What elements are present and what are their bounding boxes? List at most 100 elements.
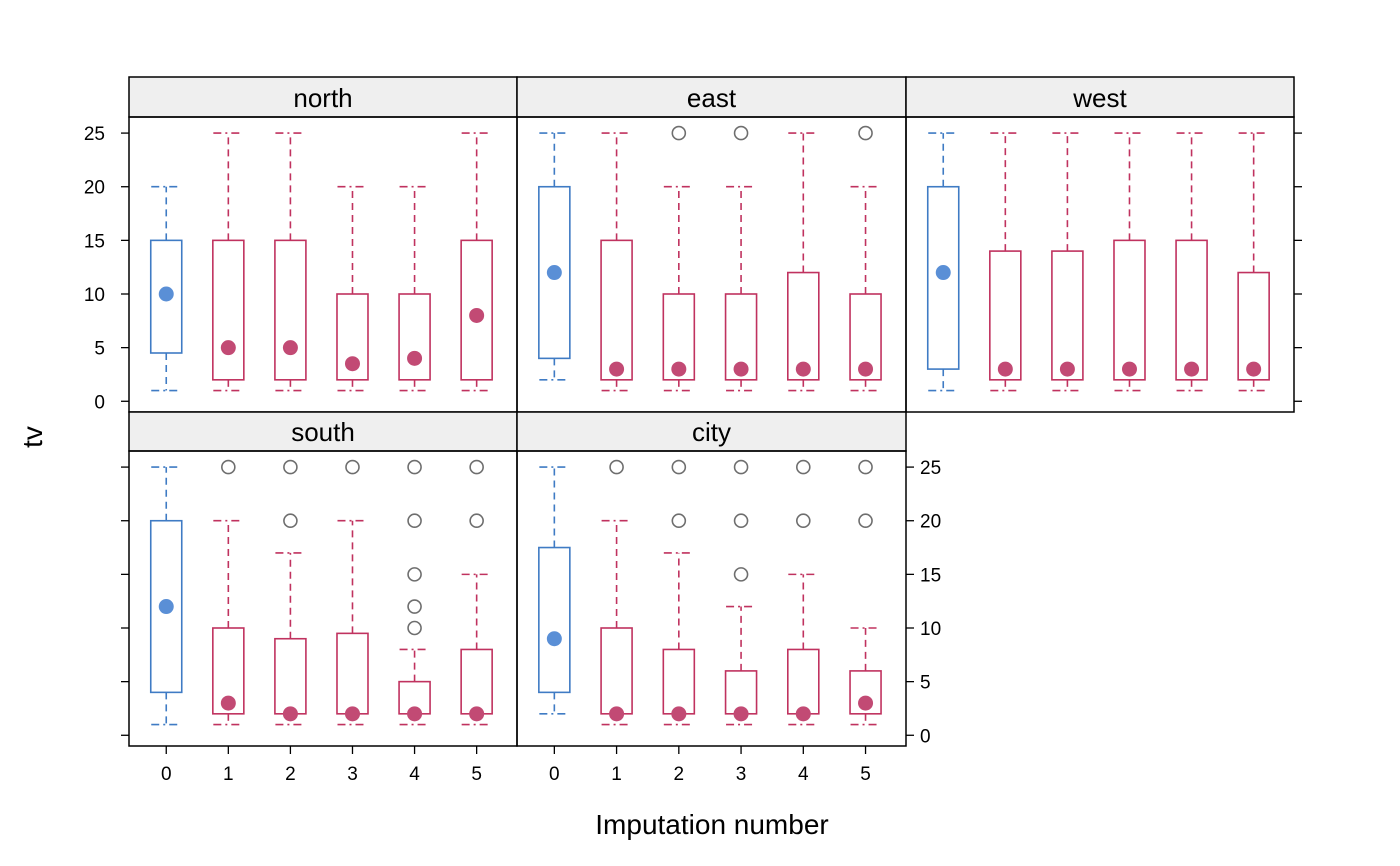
box-iqr <box>724 293 758 381</box>
box-south-1 <box>212 459 245 726</box>
box-iqr <box>336 632 369 715</box>
panel-north: north <box>128 76 518 413</box>
median-point <box>546 631 562 647</box>
box-iqr <box>787 648 820 715</box>
median-point <box>407 706 423 722</box>
y-tick-label: 5 <box>920 673 931 694</box>
strip-label-city: city <box>692 417 731 447</box>
outlier-point <box>671 125 687 141</box>
box-east-1 <box>600 132 633 392</box>
outlier-point <box>858 125 873 141</box>
box-iqr <box>212 627 245 715</box>
outlier-point <box>733 567 749 582</box>
box-west-0 <box>926 132 960 392</box>
y-tick-label: 10 <box>920 619 941 640</box>
median-point <box>795 706 811 722</box>
median-point <box>997 361 1013 377</box>
median-point <box>858 361 874 377</box>
median-point <box>795 361 811 377</box>
x-tick-label: 3 <box>347 764 358 785</box>
y-tick-label: 20 <box>920 512 941 533</box>
outlier-point <box>469 459 484 475</box>
plot-frame-south <box>128 450 518 747</box>
y-axis-row0-right <box>1294 132 1302 402</box>
median-point <box>546 265 562 281</box>
y-tick-label: 5 <box>94 339 105 360</box>
box-north-2 <box>274 132 307 392</box>
box-south-4 <box>398 459 431 726</box>
box-north-0 <box>149 185 183 392</box>
y-axis-row1-left <box>121 466 129 736</box>
box-iqr <box>989 250 1022 381</box>
median-point <box>220 695 236 711</box>
panels-layer: north east west south city <box>128 76 1295 747</box>
outlier-point <box>407 599 422 614</box>
box-iqr <box>1113 239 1146 381</box>
y-tick-label: 25 <box>920 458 941 479</box>
y-axis-row0-left: 0 5 10 15 20 25 <box>84 124 129 413</box>
panel-south: south <box>128 411 518 747</box>
box-iqr <box>600 627 633 715</box>
box-iqr <box>460 239 493 381</box>
x-tick-label: 2 <box>285 764 296 785</box>
box-iqr <box>787 271 820 381</box>
box-north-5 <box>460 132 493 392</box>
box-west-5 <box>1237 132 1270 392</box>
median-point <box>671 361 687 377</box>
box-iqr <box>849 293 882 381</box>
strip-label-south: south <box>291 417 355 447</box>
outlier-point <box>796 513 811 529</box>
median-point <box>344 706 360 722</box>
outlier-point <box>407 567 422 582</box>
median-point <box>282 340 298 356</box>
outlier-point <box>283 513 298 529</box>
box-iqr <box>538 546 571 694</box>
outlier-point <box>858 459 873 475</box>
box-city-3 <box>724 459 758 726</box>
box-north-4 <box>398 185 431 392</box>
box-iqr <box>212 239 245 381</box>
x-tick-label: 1 <box>611 764 622 785</box>
plot-frame-north <box>128 116 518 413</box>
box-south-5 <box>460 459 493 726</box>
x-tick-label: 0 <box>161 764 172 785</box>
outlier-point <box>733 125 749 141</box>
box-iqr <box>662 648 696 715</box>
box-iqr <box>149 239 183 354</box>
outlier-point <box>796 459 811 475</box>
box-iqr <box>336 293 369 381</box>
median-point <box>1059 361 1075 377</box>
box-iqr <box>538 185 571 360</box>
box-iqr <box>1175 239 1208 381</box>
median-point <box>671 706 687 722</box>
outlier-point <box>671 459 687 475</box>
panel-city: city <box>516 411 907 747</box>
box-city-5 <box>849 459 882 726</box>
median-point <box>858 695 874 711</box>
outlier-point <box>407 459 422 475</box>
median-point <box>1121 361 1137 377</box>
median-point <box>282 706 298 722</box>
x-axis-col0: 0 1 2 3 4 5 <box>161 746 482 785</box>
outlier-point <box>221 459 236 475</box>
box-west-2 <box>1051 132 1084 392</box>
box-iqr <box>398 293 431 381</box>
outlier-point <box>733 459 749 475</box>
y-axis-row1-right: 0 5 10 15 20 25 <box>906 458 941 747</box>
box-iqr <box>926 185 960 370</box>
outlier-point <box>671 513 687 529</box>
box-iqr <box>600 239 633 381</box>
box-south-2 <box>274 459 307 726</box>
outlier-point <box>407 620 422 636</box>
panel-west: west <box>905 76 1295 413</box>
box-city-4 <box>787 459 820 726</box>
outlier-point <box>469 513 484 529</box>
x-tick-label: 2 <box>674 764 685 785</box>
box-iqr <box>149 519 183 694</box>
outlier-point <box>345 459 360 475</box>
box-east-0 <box>538 132 571 381</box>
box-south-3 <box>336 459 369 726</box>
box-west-1 <box>989 132 1022 392</box>
x-axis-col1: 0 1 2 3 4 5 <box>549 746 871 785</box>
box-city-0 <box>538 466 571 715</box>
